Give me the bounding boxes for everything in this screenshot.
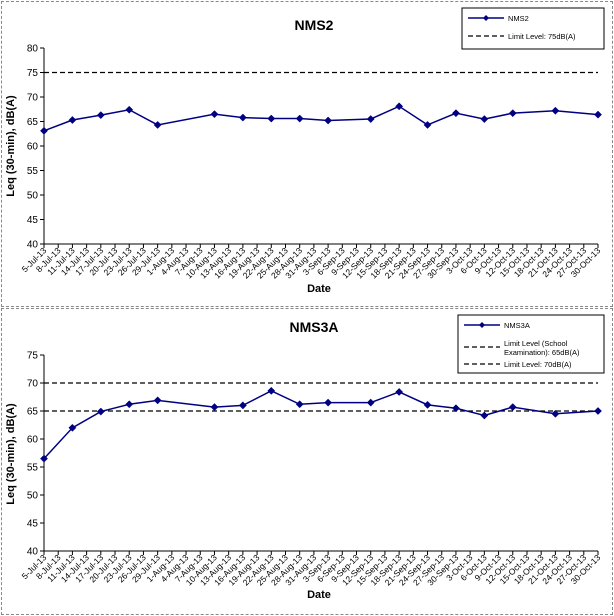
y-tick-label: 45	[27, 519, 39, 530]
data-point	[551, 409, 560, 418]
data-point	[324, 398, 333, 407]
data-point	[395, 102, 404, 111]
x-axis-label: Date	[307, 283, 331, 295]
data-point	[238, 113, 247, 122]
data-point	[210, 403, 219, 412]
nms3a-chart: NMS3A Leq (30-min), dB(A) Date 40 45 50 55 6…	[5, 314, 605, 601]
y-tick-label: 65	[27, 407, 39, 418]
nms2-panel	[1, 1, 613, 307]
legend-marker	[483, 15, 489, 21]
legend: NMS2 Limit Level: 75dB(A)	[461, 7, 605, 50]
legend-marker	[479, 322, 485, 328]
y-tick-label: 60	[27, 142, 39, 153]
data-point	[125, 105, 134, 114]
y-tick-label: 75	[27, 68, 39, 79]
data-point	[40, 126, 48, 135]
y-tick-label: 75	[27, 351, 39, 362]
chart-title: NMS3A	[289, 319, 338, 335]
data-point	[594, 407, 602, 415]
y-tick-label: 40	[27, 240, 39, 251]
data-point	[96, 111, 105, 120]
data-point	[324, 116, 333, 125]
data-point	[96, 407, 105, 416]
y-tick-label: 55	[27, 463, 39, 474]
data-point	[267, 386, 276, 395]
data-point	[153, 396, 162, 405]
plot-area: 40455055606570755-Jul-138-Jul-1311-Jul-1…	[20, 351, 603, 588]
data-point	[423, 120, 432, 129]
data-point	[508, 109, 517, 118]
legend: NMS3A Limit Level (School Examination): 65…	[457, 314, 605, 374]
y-tick-label: 70	[27, 93, 39, 104]
data-point	[480, 115, 489, 124]
data-point	[68, 423, 77, 432]
legend-label: NMS2	[508, 14, 529, 23]
y-tick-label: 65	[27, 117, 39, 128]
data-point	[40, 454, 48, 463]
data-point	[267, 114, 276, 123]
data-point	[125, 400, 134, 409]
y-tick-label: 60	[27, 435, 39, 446]
x-axis-label: Date	[307, 589, 331, 601]
legend-box	[461, 7, 605, 50]
y-axis-label: Leq (30-min), dB(A)	[5, 95, 17, 197]
data-point	[395, 388, 404, 396]
plot-area: 4045505560657075805-Jul-138-Jul-1311-Jul…	[20, 44, 603, 281]
data-point	[153, 120, 162, 129]
y-tick-label: 80	[27, 44, 39, 55]
data-point	[295, 400, 304, 409]
y-tick-label: 55	[27, 166, 39, 177]
data-point	[423, 400, 432, 409]
series-line	[43, 105, 599, 132]
data-point	[366, 115, 375, 124]
y-tick-label: 40	[27, 547, 39, 558]
data-point	[238, 401, 247, 410]
y-tick-label: 45	[27, 215, 39, 226]
data-point	[451, 109, 460, 118]
data-point	[508, 403, 517, 412]
y-tick-label: 70	[27, 379, 39, 390]
nms3a-panel	[1, 308, 613, 615]
legend-label: Limit Level (School Examination): 65dB(A)	[504, 339, 580, 357]
data-point	[68, 116, 77, 124]
legend-label: Limit Level: 75dB(A)	[508, 32, 576, 41]
series-line	[43, 390, 599, 460]
y-tick-label: 50	[27, 491, 39, 502]
data-point	[451, 404, 460, 413]
nms2-chart: NMS2 Leq (30-min), dB(A) Date 40 45 50 55 60…	[5, 7, 605, 295]
data-point	[551, 106, 560, 115]
legend-label: NMS3A	[504, 321, 530, 330]
data-point	[295, 114, 304, 123]
legend-label: Limit Level: 70dB(A)	[504, 360, 572, 369]
data-point	[366, 398, 375, 407]
data-point	[594, 110, 602, 119]
data-point	[480, 411, 489, 420]
data-point	[210, 110, 219, 119]
y-tick-label: 50	[27, 191, 39, 202]
y-axis-label: Leq (30-min), dB(A)	[5, 403, 17, 505]
chart-title: NMS2	[295, 17, 334, 33]
